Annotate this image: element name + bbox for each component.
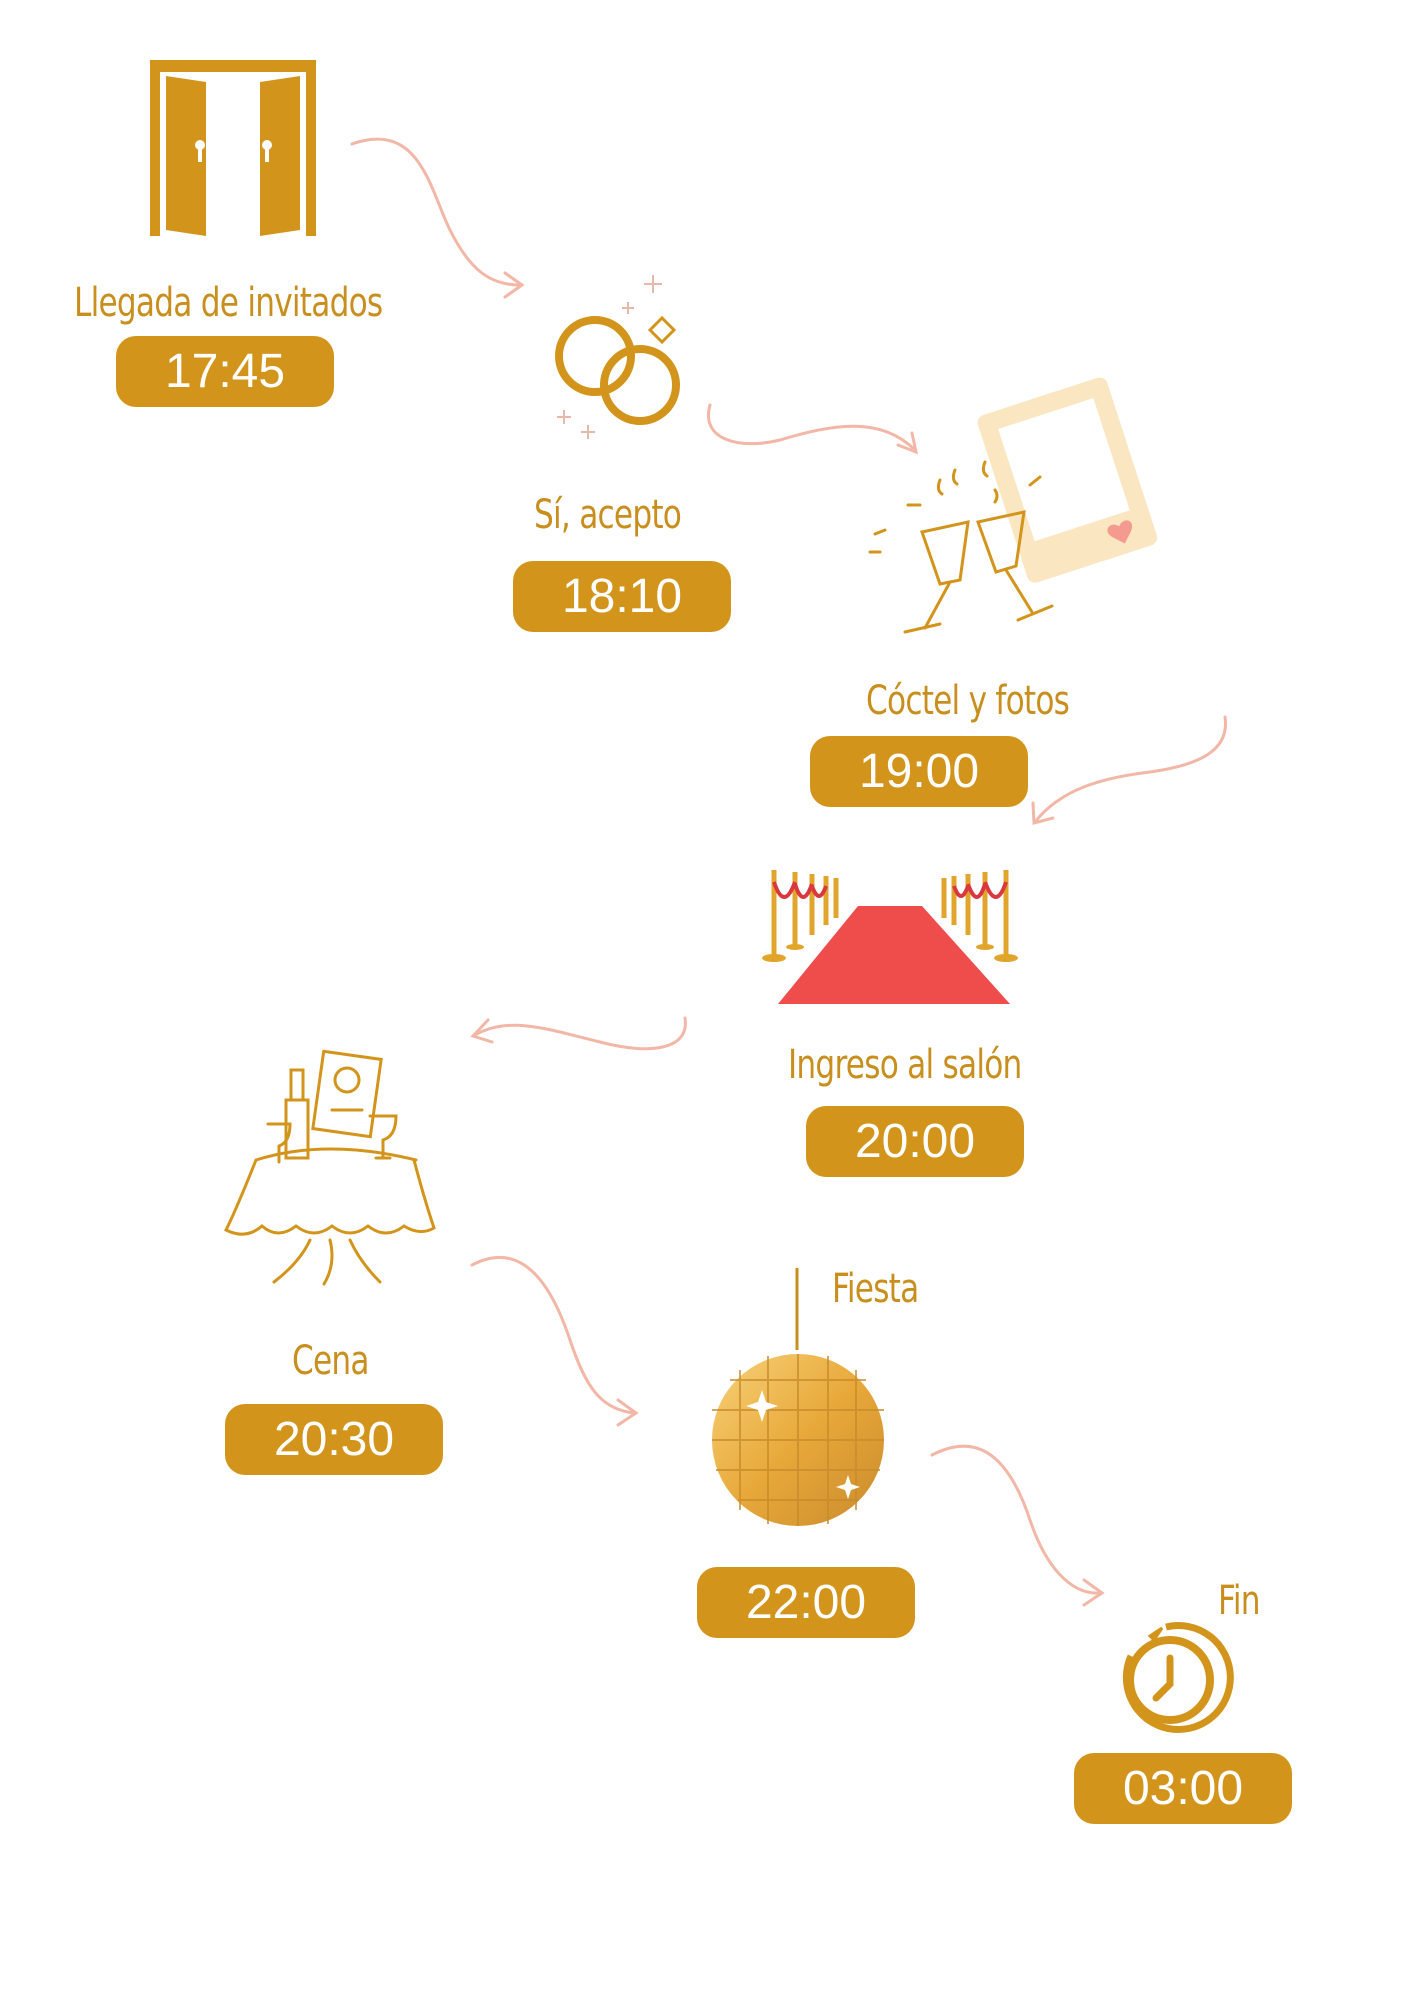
event-label-entrance: Ingreso al salón — [788, 1042, 1022, 1088]
red-carpet-icon — [762, 870, 1018, 1004]
event-label-end: Fin — [1218, 1578, 1261, 1624]
event-label-cocktail: Cóctel y fotos — [866, 678, 1070, 724]
dinner-table-icon — [223, 1049, 436, 1286]
door-icon — [150, 60, 316, 236]
toast-photo-icon — [868, 377, 1158, 634]
event-time-entrance: 20:00 — [806, 1106, 1024, 1177]
arrow-5 — [470, 1256, 639, 1427]
clock-icon — [1122, 1622, 1234, 1733]
event-label-dinner: Cena — [292, 1338, 370, 1384]
event-label-ceremony: Sí, acepto — [534, 492, 682, 538]
event-time-arrival: 17:45 — [116, 336, 334, 407]
event-time-dinner: 20:30 — [225, 1404, 443, 1475]
arrow-6 — [930, 1444, 1105, 1607]
arrow-1 — [350, 137, 525, 299]
event-label-arrival: Llegada de invitados — [74, 280, 383, 326]
event-time-end: 03:00 — [1074, 1753, 1292, 1824]
connector-arrows — [350, 137, 1228, 1607]
disco-ball-icon — [712, 1268, 884, 1526]
arrow-2 — [706, 403, 919, 455]
event-time-cocktail: 19:00 — [810, 736, 1028, 807]
event-time-party: 22:00 — [697, 1567, 915, 1638]
rings-icon — [555, 275, 680, 439]
event-label-party: Fiesta — [832, 1266, 919, 1312]
arrow-4 — [470, 1016, 687, 1051]
arrow-3 — [1031, 715, 1228, 825]
event-time-ceremony: 18:10 — [513, 561, 731, 632]
